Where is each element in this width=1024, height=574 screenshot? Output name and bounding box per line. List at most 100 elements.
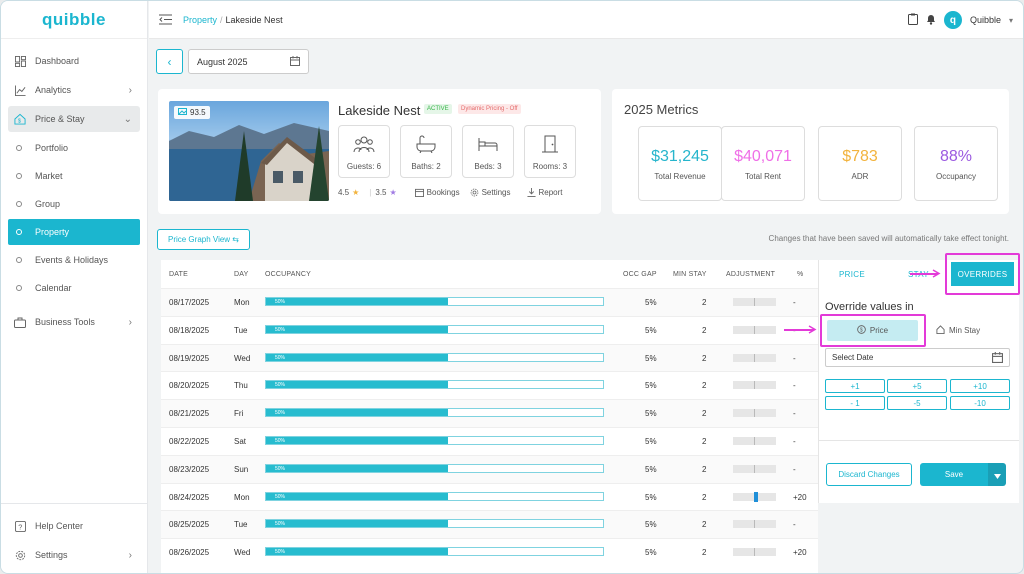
cell-min-stay[interactable]: 2	[702, 548, 707, 558]
table-row[interactable]: 08/19/2025 Wed 50% 5% 2 -	[161, 343, 818, 372]
report-link[interactable]: Report	[526, 188, 563, 197]
collapse-menu-icon[interactable]	[159, 13, 173, 27]
metric-label: Total Revenue	[654, 172, 706, 181]
step-minus-10-button[interactable]: -10	[950, 396, 1010, 410]
save-button[interactable]: Save	[920, 463, 988, 486]
table-row[interactable]: 08/22/2025 Sat 50% 5% 2 -	[161, 427, 818, 455]
table-row[interactable]: 08/25/2025 Tue 50% 5% 2 -	[161, 510, 818, 539]
bullet-icon	[16, 173, 22, 179]
adjustment-center-mark	[754, 409, 755, 418]
step-plus-1-button[interactable]: +1	[825, 379, 885, 393]
property-card: 93.5 Lakeside Nest ACTIVE Dynamic Pricin…	[158, 89, 601, 214]
sidebar-item-portfolio[interactable]: Portfolio	[8, 135, 140, 161]
cell-min-stay[interactable]: 2	[702, 325, 707, 335]
table-row[interactable]: 08/26/2025 Wed 50% 5% 2 +20	[161, 538, 818, 567]
cell-min-stay[interactable]: 2	[702, 353, 707, 363]
price-graph-view-button[interactable]: Price Graph View ⇆	[157, 229, 250, 250]
step-minus-5-button[interactable]: -5	[887, 396, 947, 410]
select-date-placeholder: Select Date	[832, 353, 874, 362]
metric-label: ADR	[851, 172, 869, 181]
adjustment-slider[interactable]	[733, 325, 776, 334]
tab-price[interactable]: PRICE	[839, 270, 865, 279]
adjustment-handle[interactable]	[754, 491, 758, 502]
bullet-icon	[16, 145, 22, 151]
step-minus-1-button[interactable]: - 1	[825, 396, 885, 410]
cell-percent: -	[793, 520, 796, 530]
sidebar-item-settings[interactable]: Settings ›	[8, 542, 140, 568]
cell-min-stay[interactable]: 2	[702, 298, 707, 307]
table-row[interactable]: 08/20/2025 Thu 50% 5% 2 -	[161, 371, 818, 400]
metric-value: $31,245	[651, 148, 709, 165]
logo[interactable]: quibble	[1, 1, 147, 39]
sidebar-item-help-center[interactable]: ? Help Center	[8, 513, 140, 539]
override-min-stay-button[interactable]: Min Stay	[936, 320, 996, 341]
briefcase-icon	[14, 316, 26, 328]
sidebar-item-group[interactable]: Group	[8, 191, 140, 217]
sidebar-item-property[interactable]: Property	[8, 219, 140, 245]
adjustment-slider[interactable]	[733, 520, 776, 529]
month-picker[interactable]: August 2025	[188, 49, 309, 74]
avatar[interactable]: q	[943, 11, 962, 29]
svg-text:$: $	[860, 328, 863, 334]
select-date-input[interactable]: Select Date	[825, 348, 1010, 367]
logo-text: quibble	[42, 9, 106, 29]
settings-link[interactable]: Settings	[470, 188, 511, 197]
cell-percent: -	[793, 381, 796, 391]
override-price-button[interactable]: $ Price	[827, 320, 918, 341]
clipboard-icon[interactable]	[907, 13, 918, 27]
chevron-down-icon[interactable]: ▾	[1008, 15, 1013, 25]
cell-occ-gap: 5%	[645, 548, 657, 558]
tab-stay[interactable]: STAY	[908, 270, 929, 279]
table-row[interactable]: 08/21/2025 Fri 50% 5% 2 -	[161, 399, 818, 428]
adjustment-slider[interactable]	[733, 298, 776, 306]
bell-icon[interactable]	[926, 13, 936, 27]
table-row[interactable]: 08/23/2025 Sun 50% 5% 2 -	[161, 454, 818, 483]
sidebar-item-price-stay[interactable]: $ Price & Stay ⌄	[8, 106, 140, 132]
cell-day: Fri	[234, 409, 244, 419]
previous-month-button[interactable]: ‹	[156, 49, 183, 74]
save-options-button[interactable]	[988, 463, 1006, 486]
cell-percent: -	[793, 437, 796, 446]
adjustment-slider[interactable]	[733, 381, 776, 390]
cell-min-stay[interactable]: 2	[702, 437, 707, 446]
cell-percent: -	[793, 353, 796, 363]
discard-changes-button[interactable]: Discard Changes	[826, 463, 912, 486]
adjustment-slider[interactable]	[733, 409, 776, 418]
sidebar-item-dashboard[interactable]: Dashboard	[8, 48, 140, 74]
sidebar-item-business-tools[interactable]: Business Tools ›	[8, 309, 140, 335]
sidebar-item-events-holidays[interactable]: Events & Holidays	[8, 247, 140, 273]
step-plus-5-button[interactable]: +5	[887, 379, 947, 393]
cell-min-stay[interactable]: 2	[702, 409, 707, 419]
step-plus-10-button[interactable]: +10	[950, 379, 1010, 393]
sidebar-item-calendar[interactable]: Calendar	[8, 275, 140, 301]
occupancy-bar: 50%	[265, 352, 604, 362]
adjustment-slider[interactable]	[733, 437, 776, 445]
adjustment-slider[interactable]	[733, 464, 776, 473]
adjustment-center-mark	[754, 353, 755, 362]
sidebar-item-label: Analytics	[35, 85, 72, 95]
tab-overrides[interactable]: OVERRIDES	[951, 262, 1014, 286]
adjustment-center-mark	[754, 548, 755, 557]
bookings-link[interactable]: Bookings	[414, 188, 460, 197]
cell-min-stay[interactable]: 2	[702, 381, 707, 391]
table-row[interactable]: 08/24/2025 Mon 50% 5% 2 +20	[161, 482, 818, 511]
adjustment-slider[interactable]	[733, 548, 776, 557]
sidebar-item-label: Price & Stay	[35, 114, 85, 124]
cell-min-stay[interactable]: 2	[702, 492, 707, 502]
cell-min-stay[interactable]: 2	[702, 520, 707, 530]
occupancy-label: 50%	[275, 326, 286, 333]
link-label: Report	[538, 188, 563, 197]
column-header-min-stay: MIN STAY	[673, 270, 707, 278]
sidebar-item-label: Market	[35, 171, 63, 181]
cell-min-stay[interactable]: 2	[702, 464, 707, 474]
adjustment-slider[interactable]	[733, 353, 776, 362]
sidebar-item-market[interactable]: Market	[8, 163, 140, 189]
cell-date: 08/19/2025	[169, 353, 210, 363]
sidebar-item-analytics[interactable]: Analytics ›	[8, 77, 140, 103]
image-icon	[178, 108, 187, 117]
breadcrumb-link[interactable]: Property	[183, 14, 218, 25]
user-name[interactable]: Quibble	[969, 15, 1001, 25]
adjustment-slider[interactable]	[733, 491, 776, 502]
table-row[interactable]: 08/17/2025 Mon 50% 5% 2 -	[161, 288, 818, 316]
